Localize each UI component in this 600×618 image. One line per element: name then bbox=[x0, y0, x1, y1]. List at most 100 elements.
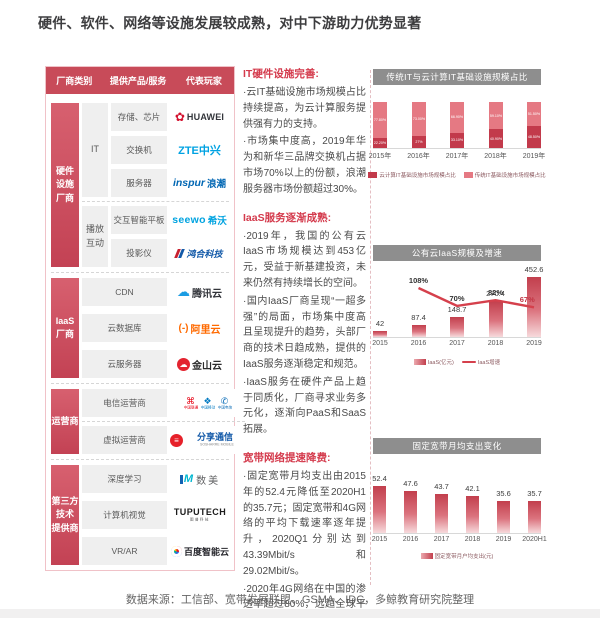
table-row: 云服务器 ☁ 金山云 bbox=[82, 350, 229, 378]
segment-value-label: 48.50% bbox=[527, 134, 541, 139]
x-tick-label: 2015年 bbox=[368, 153, 392, 160]
chart-broadband-spend: 固定宽带月均支出变化 52.4 2015 47.6 2016 43.7 2017 42.1 20… bbox=[372, 438, 547, 560]
vendor-table-body: 硬件 设施 厂商 IT 存储、芯片 ✿ HUAWEI 交换机 ZTE中兴 服务器 inspur 浪… bbox=[46, 94, 245, 574]
bar-value-label: 42 bbox=[375, 319, 385, 329]
shumei-logo: M 数美 bbox=[179, 472, 220, 487]
vendor-table-header: 厂商类别 提供产品/服务 代表玩家 bbox=[46, 67, 234, 94]
bar-value-label: 43.7 bbox=[434, 482, 449, 492]
player-cell: M 数美 bbox=[170, 465, 230, 493]
note-section: IT硬件设施完善: ·云IT基础设施市场规模占比持续提高，为云计算服务提供强有力的… bbox=[243, 66, 366, 198]
legend-label: IaaS增速 bbox=[477, 360, 501, 366]
segment-value-label: 73.00% bbox=[412, 116, 425, 121]
col-header-category: 厂商类别 bbox=[56, 76, 93, 86]
segment-value-label: 40.90% bbox=[489, 136, 502, 141]
carrier-logo: ⌘ 中国联通 bbox=[182, 396, 199, 411]
group-separator bbox=[51, 383, 229, 384]
legend-item: IaaS增速 bbox=[461, 358, 501, 366]
chart-iaas-scale-growth: 公有云IaaS规模及增速 42 2015 87.4 2016 148.7 2017 270.4… bbox=[372, 245, 544, 366]
category-cell: 硬件 设施 厂商 bbox=[51, 103, 79, 267]
bar-value-label: 47.6 bbox=[403, 478, 418, 488]
group-separator bbox=[51, 272, 229, 273]
bar bbox=[466, 495, 479, 533]
bar bbox=[488, 301, 503, 337]
product-cell: 交换机 bbox=[111, 136, 167, 164]
category-cell: IaaS 厂商 bbox=[51, 278, 79, 378]
huawei-logo: ✿ HUAWEI bbox=[174, 110, 225, 124]
shumei-m-icon: M bbox=[179, 474, 193, 485]
bar-value-label: 452.6 bbox=[524, 265, 544, 274]
subgroup-label: IT bbox=[82, 103, 108, 197]
legend-swatch bbox=[420, 553, 433, 559]
notes-column: IT硬件设施完善: ·云IT基础设施市场规模占比持续提高，为云计算服务提供强有力的… bbox=[243, 66, 366, 618]
bar bbox=[435, 494, 448, 533]
segment-value-label: 66.90% bbox=[450, 115, 464, 120]
segment-value-label: 33.10% bbox=[450, 138, 464, 143]
bar-slot: 52.4 2015 bbox=[372, 454, 388, 543]
kingsoft-cloud-logo: ☁ 金山云 bbox=[177, 357, 222, 372]
bracket-icon: (-) bbox=[178, 322, 189, 334]
data-source: 数据来源：工信部、宽带发展联盟、GSMA、IDC，多鲸教育研究院整理 bbox=[125, 594, 475, 606]
table-row: 计算机视觉 TUPUTECH 图普科技 bbox=[82, 501, 230, 529]
huawei-flower-icon: ✿ bbox=[174, 110, 185, 124]
stacked-bar: 66.90% 33.10% bbox=[450, 102, 464, 148]
cloud-it-segment: 40.90% bbox=[488, 129, 503, 148]
table-row: 电信运营商 ⌘ 中国联通 ❖ 中国移动 ✆ 中国电信 bbox=[82, 389, 245, 417]
note-bullet: ·国内IaaS厂商呈现“一超多强”的局面，市场集中度高且呈现提升的趋势，头部厂商… bbox=[243, 295, 366, 370]
product-cell: 云服务器 bbox=[82, 350, 167, 378]
bar-value-label: 35.7 bbox=[527, 489, 542, 499]
chart-legend: 固定宽带月户均支出(元) bbox=[373, 552, 541, 560]
bar-slot: 77.80% 22.20% 2015年 bbox=[369, 102, 391, 160]
legend-label: IaaS(亿元) bbox=[427, 360, 454, 366]
table-row: 存储、芯片 ✿ HUAWEI bbox=[111, 103, 229, 131]
bar-value-label: 87.4 bbox=[411, 313, 426, 323]
stacked-bar: 73.00% 27% bbox=[411, 102, 426, 148]
product-cell: 计算机视觉 bbox=[82, 501, 167, 529]
bar-slot: 66.90% 33.10% 2017年 bbox=[446, 102, 468, 160]
note-section: IaaS服务逐渐成熟: ·2019年，我国的公有云IaaS市场规模达到453亿元，… bbox=[243, 210, 366, 438]
bar bbox=[373, 486, 386, 533]
chart-legend: IaaS(亿元) IaaS增速 bbox=[373, 358, 541, 366]
player-cell: ✿ HUAWEI bbox=[170, 103, 229, 131]
legend-item: 固定宽带月户均支出(元) bbox=[420, 552, 493, 560]
bar-slot: 87.4 2016 bbox=[411, 261, 427, 347]
product-cell: 服务器 bbox=[111, 169, 167, 197]
tuputech-logo: TUPUTECH 图普科技 bbox=[173, 507, 227, 522]
bar bbox=[404, 490, 417, 533]
subgroup: IT 存储、芯片 ✿ HUAWEI 交换机 ZTE中兴 服务器 inspur 浪潮 bbox=[82, 103, 229, 197]
subgroup: 播放 互动 交互智能平板 seewo 希沃 投影仪 鸿合科技 bbox=[82, 206, 229, 267]
x-tick-label: 2015 bbox=[372, 340, 388, 347]
segment-value-label: 51.50% bbox=[527, 111, 541, 116]
note-section: 宽带网络提速降费: ·固定宽带月均支出由2015年的52.4元降低至2020H1的… bbox=[243, 450, 366, 618]
bar-slot: 47.6 2016 bbox=[403, 454, 419, 543]
bar-slot: 51.50% 48.50% 2019年 bbox=[523, 102, 545, 160]
x-tick-label: 2019 bbox=[495, 536, 512, 543]
note-bullet: ·2019年，我国的公有云IaaS市场规模达到453亿元，受益于新基建投资，未来… bbox=[243, 230, 366, 289]
product-cell: 交互智能平板 bbox=[111, 206, 167, 234]
x-tick-label: 2018年 bbox=[484, 153, 507, 160]
player-cell: inspur 浪潮 bbox=[170, 169, 229, 197]
vendor-group: 第三方 技术 提供商 深度学习 M 数美 计算机视觉 TUPUTECH 图普科技 VR/AR 百… bbox=[51, 465, 230, 565]
legend-item: 传统IT基础设施市场规模占比 bbox=[463, 171, 546, 179]
table-row: 交换机 ZTE中兴 bbox=[111, 136, 229, 164]
growth-value-label: 82% bbox=[487, 288, 504, 298]
category-cell: 运营商 bbox=[51, 389, 79, 454]
subgroup-label: 播放 互动 bbox=[82, 206, 108, 267]
group-separator bbox=[51, 459, 229, 460]
x-tick-label: 2020H1 bbox=[522, 536, 547, 543]
x-tick-label: 2017 bbox=[433, 536, 450, 543]
page-title: 硬件、软件、网络等设施发展较成熟，对中下游助力优势显著 bbox=[38, 15, 422, 31]
player-cell: seewo 希沃 bbox=[170, 206, 229, 234]
table-row: 虚拟运营商 ≡ 分享通信 SOSHARRE MOBILE bbox=[82, 426, 245, 454]
note-heading: 宽带网络提速降费: bbox=[243, 451, 331, 464]
player-cell: 百度智能云 bbox=[170, 537, 230, 565]
soshare-subtext: SOSHARRE MOBILE bbox=[200, 442, 234, 447]
cloud-icon: ☁ bbox=[177, 284, 190, 299]
product-cell: 电信运营商 bbox=[82, 389, 167, 417]
segment-value-label: 59.10% bbox=[489, 113, 502, 118]
bar-slot: 35.7 2020H1 bbox=[522, 454, 547, 543]
combo-plot: 42 2015 87.4 2016 148.7 2017 270.4 2018 452.6 201… bbox=[372, 261, 544, 347]
bar-value-label: 35.6 bbox=[496, 489, 511, 499]
player-cell: ☁ 金山云 bbox=[170, 350, 229, 378]
subgroup-rows: 存储、芯片 ✿ HUAWEI 交换机 ZTE中兴 服务器 inspur 浪潮 bbox=[111, 103, 229, 197]
stacked-bar-plot: 77.80% 22.20% 2015年 73.00% 27% 2016年 66.90% 33.… bbox=[369, 102, 545, 160]
